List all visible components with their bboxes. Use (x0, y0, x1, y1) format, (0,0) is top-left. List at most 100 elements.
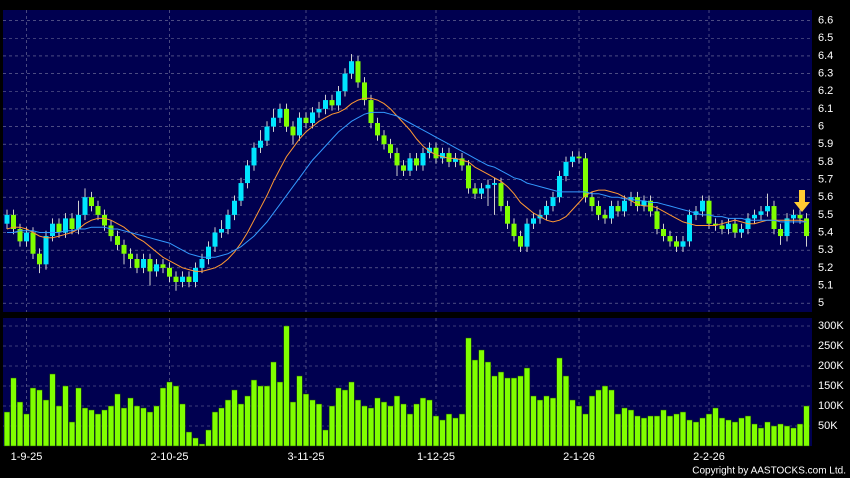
volume-bar (738, 417, 745, 447)
volume-bar (361, 405, 368, 447)
candle-body (206, 246, 211, 260)
volume-bar (250, 379, 258, 447)
candle-body (342, 73, 348, 92)
y-tick-label: 5.3 (818, 244, 833, 256)
volume-bar (159, 387, 167, 447)
volume-bar (315, 403, 323, 447)
candle-body (167, 267, 172, 277)
volume-bar (341, 389, 349, 447)
volume-bar (530, 395, 537, 447)
candle-body (56, 223, 62, 233)
candle-body (11, 214, 16, 229)
candle-body (752, 214, 757, 219)
volume-bar (49, 373, 56, 447)
volume-bar (367, 407, 375, 447)
candle-body (472, 188, 478, 194)
volume-bar (491, 375, 498, 447)
volume-bar (374, 397, 381, 447)
volume-bar (302, 393, 310, 447)
volume-bar (16, 401, 24, 447)
y-tick-label: 6.4 (818, 50, 833, 62)
volume-bar (712, 407, 719, 447)
volume-bar (569, 399, 576, 447)
candle-body (381, 135, 387, 145)
candle-body (193, 267, 198, 282)
arrow-marker (794, 190, 810, 212)
candle-body (635, 197, 640, 207)
candle-body (485, 184, 491, 189)
candle-body (95, 206, 101, 215)
candle-body (173, 276, 179, 282)
volume-bar (166, 381, 173, 447)
volume-bar (172, 385, 180, 447)
candle-body (706, 200, 712, 224)
candle-body (784, 218, 790, 237)
volume-bar (400, 403, 407, 447)
volume-bar (634, 415, 641, 447)
candle-body (89, 197, 94, 207)
candle-body (238, 183, 244, 201)
candle-body (401, 165, 406, 171)
ma-line (6, 97, 807, 272)
candle-body (115, 236, 120, 245)
volume-bar (283, 325, 290, 447)
candle-body (50, 223, 55, 237)
candle-body (30, 232, 36, 254)
volume-bar (673, 413, 680, 447)
y-tick-label: 5.9 (818, 138, 833, 150)
volume-bar (647, 415, 654, 447)
volume-bar (153, 405, 160, 447)
candle-body (479, 188, 484, 194)
x-tick-label: 2-1-26 (563, 451, 595, 463)
volume-bar (55, 405, 63, 447)
candle-body (433, 147, 439, 159)
volume-bar (211, 411, 219, 447)
volume-bar (497, 371, 505, 447)
volume-bar (725, 419, 732, 447)
volume-bar (452, 417, 459, 447)
volume-bar (270, 361, 277, 447)
candle-body (388, 144, 393, 154)
y-tick-label: 5.2 (818, 262, 833, 274)
volume-bar (432, 415, 440, 447)
candle-body (368, 100, 374, 124)
candle-body (778, 228, 783, 237)
y-tick-label: 100K (818, 400, 844, 412)
candle-body (147, 259, 153, 272)
volume-bar (751, 423, 758, 447)
volume-bar (348, 381, 355, 447)
candle-body (245, 165, 250, 184)
candle-body (407, 158, 413, 171)
volume-bar (179, 403, 186, 447)
y-tick-label: 250K (818, 340, 844, 352)
candle-body (375, 123, 380, 136)
volume-bar (484, 361, 492, 447)
volume-bar (796, 423, 804, 447)
candle-body (43, 236, 49, 265)
candle-body (37, 253, 42, 265)
plot-layer: 5 5.1 5.2 5.3 5.4 5.5 5.6 5.7 5.8 5.9 6 6.1 6.2 6.3 6.… (3, 10, 844, 463)
candle-body (622, 200, 627, 212)
volume-bar (744, 415, 752, 447)
candle-body (596, 206, 601, 215)
candle-body (102, 214, 107, 226)
copyright: Copyright by AASTOCKS.com Ltd. (692, 466, 846, 477)
candle-body (700, 200, 705, 212)
volume-bar (88, 409, 95, 447)
volume-bar (556, 357, 563, 447)
candle-body (297, 117, 302, 136)
volume-bar (764, 421, 771, 447)
candle-body (154, 264, 159, 272)
volume-bar (608, 389, 615, 447)
y-tick-label: 5.7 (818, 173, 833, 185)
volume-bar (380, 401, 388, 447)
volume-bar (621, 407, 628, 447)
candle-body (316, 108, 322, 113)
x-tick-label: 1-9-25 (11, 451, 43, 463)
candle-body (251, 147, 257, 166)
volume-bar (536, 399, 544, 447)
volume-bar (627, 409, 635, 447)
y-tick-label: 6.6 (818, 15, 833, 27)
